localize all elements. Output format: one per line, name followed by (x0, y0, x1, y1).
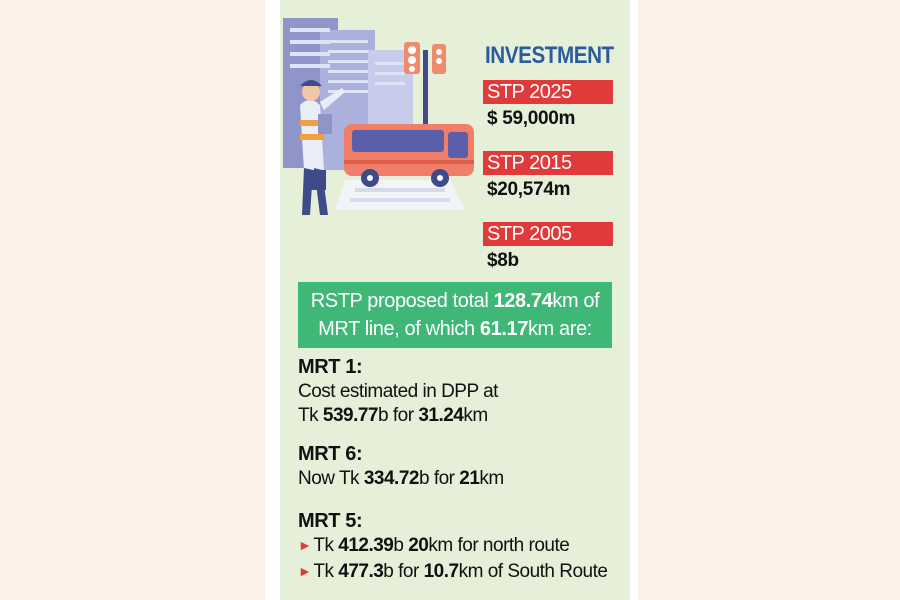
infographic-card: INVESTMENT STP 2025 $ 59,000m STP 2015 $… (280, 0, 630, 600)
stp-2005-label: STP 2005 (483, 222, 613, 246)
mrt5-south-rest: km of South Route (458, 561, 608, 582)
mrt6-cost: 334.72 (363, 468, 420, 489)
rstp-total: 128.74 (493, 290, 553, 312)
arrow-bullet-icon: ► (298, 563, 312, 579)
rstp-summary-box: RSTP proposed total 128.74km of MRT line… (298, 282, 612, 348)
mrt1-tk: Tk (298, 405, 323, 426)
stp-2025-label: STP 2025 (483, 80, 613, 104)
mrt6-km: km (479, 468, 504, 489)
stp-2005-value: $8b (487, 250, 519, 271)
mrt5-north-rest: km for north route (428, 535, 570, 556)
mrt1-title: MRT 1: (298, 356, 363, 378)
mrt6-title: MRT 6: (298, 443, 363, 465)
rstp-line-2: MRT line, of which 61.17km are: (298, 315, 612, 343)
mrt5-north-b: b (393, 535, 409, 556)
rstp-unit2: km are: (527, 318, 592, 340)
mrt5-south-cost: 477.3 (338, 561, 384, 582)
mrt1-line-1: Cost estimated in DPP at (298, 381, 498, 402)
rstp-prefix: RSTP proposed total (310, 290, 494, 312)
mrt5-north-cost: 412.39 (338, 535, 394, 556)
investment-title: INVESTMENT (485, 42, 614, 69)
traffic-light-icon (404, 42, 446, 170)
traffic-police-icon (300, 80, 345, 215)
mrt5-north-tk: Tk (313, 535, 339, 556)
mrt5-title: MRT 5: (298, 510, 363, 532)
mrt5-north-line: ► Tk 412.39b 20km for north route (298, 535, 570, 557)
mrt1-length: 31.24 (418, 405, 464, 426)
rstp-part: 61.17 (479, 318, 528, 340)
mrt6-line: Now Tk 334.72b for 21km (298, 468, 504, 490)
mrt6-now-tk: Now Tk (298, 468, 364, 489)
mrt1-line-2: Tk 539.77b for 31.24km (298, 405, 488, 427)
stp-2015-label: STP 2015 (483, 151, 613, 175)
mrt1-cost: 539.77 (322, 405, 379, 426)
stp-2025-value: $ 59,000m (487, 108, 576, 129)
rstp-line2-prefix: MRT line, of which (318, 318, 480, 340)
mrt5-south-tk: Tk (313, 561, 339, 582)
rstp-unit1: km of (552, 290, 600, 312)
mrt5-south-bfor: b for (383, 561, 424, 582)
mrt6-bfor: b for (418, 468, 460, 489)
arrow-bullet-icon: ► (298, 537, 312, 553)
mrt5-north-length: 20 (408, 535, 429, 556)
traffic-illustration (283, 18, 474, 215)
mrt5-south-length: 10.7 (423, 561, 459, 582)
mrt6-length: 21 (459, 468, 480, 489)
bus-icon (344, 124, 474, 187)
mrt5-south-line: ► Tk 477.3b for 10.7km of South Route (298, 561, 608, 583)
stp-2015-value: $20,574m (487, 179, 571, 200)
rstp-line-1: RSTP proposed total 128.74km of (298, 287, 612, 315)
mrt1-km: km (463, 405, 488, 426)
mrt1-bfor: b for (378, 405, 419, 426)
